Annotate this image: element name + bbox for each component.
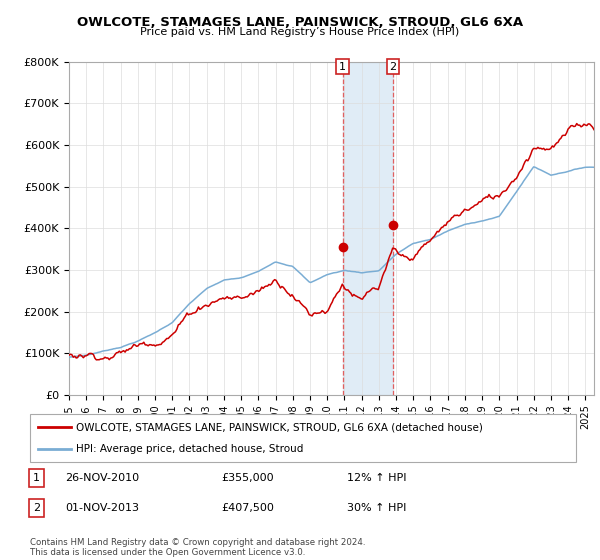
Text: HPI: Average price, detached house, Stroud: HPI: Average price, detached house, Stro…: [76, 444, 304, 454]
Text: 1: 1: [33, 473, 40, 483]
Text: 26-NOV-2010: 26-NOV-2010: [65, 473, 140, 483]
Bar: [343, 62, 393, 395]
Text: OWLCOTE, STAMAGES LANE, PAINSWICK, STROUD, GL6 6XA: OWLCOTE, STAMAGES LANE, PAINSWICK, STROU…: [77, 16, 523, 29]
Text: 2: 2: [389, 62, 397, 72]
Text: 12% ↑ HPI: 12% ↑ HPI: [347, 473, 406, 483]
Text: Price paid vs. HM Land Registry’s House Price Index (HPI): Price paid vs. HM Land Registry’s House …: [140, 27, 460, 37]
FancyBboxPatch shape: [30, 414, 576, 462]
Text: 1: 1: [339, 62, 346, 72]
Text: 30% ↑ HPI: 30% ↑ HPI: [347, 503, 406, 514]
Text: £407,500: £407,500: [221, 503, 274, 514]
Text: 01-NOV-2013: 01-NOV-2013: [65, 503, 139, 514]
Text: £355,000: £355,000: [221, 473, 274, 483]
Text: Contains HM Land Registry data © Crown copyright and database right 2024.
This d: Contains HM Land Registry data © Crown c…: [30, 538, 365, 557]
Text: OWLCOTE, STAMAGES LANE, PAINSWICK, STROUD, GL6 6XA (detached house): OWLCOTE, STAMAGES LANE, PAINSWICK, STROU…: [76, 422, 483, 432]
Text: 2: 2: [33, 503, 40, 514]
